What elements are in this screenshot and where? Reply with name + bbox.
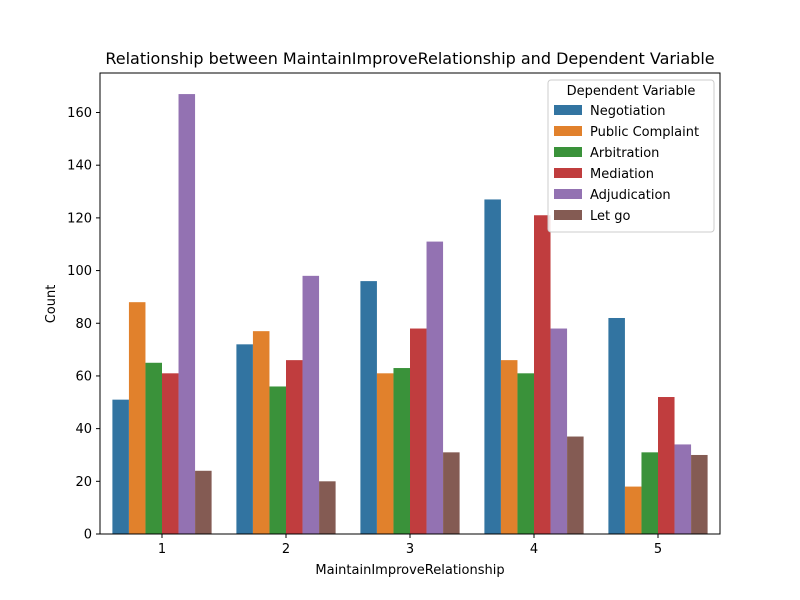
legend-entry: Mediation [590,167,654,182]
x-axis-label: MaintainImproveRelationship [315,563,504,578]
bar [410,328,427,534]
bar [658,397,675,534]
bar [443,452,460,534]
bar [162,373,179,534]
y-tick-label: 140 [67,159,92,174]
x-tick-label: 1 [158,542,166,557]
legend-entry: Negotiation [590,104,666,119]
chart-title: Relationship between MaintainImproveRela… [105,49,714,68]
legend-entry: Arbitration [590,146,659,161]
legend-entry: Public Complaint [590,125,699,140]
bar [674,444,692,534]
bar [302,275,320,534]
bar [624,486,642,534]
bar [360,281,377,534]
series-adjudication [178,94,692,534]
legend-title: Dependent Variable [567,84,696,99]
bar [691,454,708,534]
x-tick-label: 4 [530,542,538,557]
y-tick-label: 120 [67,211,92,226]
legend-swatch [554,168,582,178]
legend-entry: Let go [590,209,630,224]
plot-area: 0 20 40 60 80 100 120 140 160 1 2 3 4 5 [67,72,721,557]
y-tick-label: 160 [67,106,92,121]
legend: Dependent Variable Negotiation Public Comp… [547,79,715,233]
bar [269,386,286,534]
legend-box [547,79,715,233]
bar [517,373,534,534]
legend-entry: Adjudication [590,188,671,203]
legend-swatch [554,105,582,115]
y-tick-label: 40 [75,422,92,437]
bar [286,360,303,534]
x-tick-label: 2 [282,542,290,557]
series-let-go [195,436,708,534]
bar [567,436,584,534]
bar [426,241,444,534]
bar [145,362,162,534]
bar [112,399,129,534]
bar [319,481,336,534]
bar [252,331,270,534]
y-tick-label: 20 [75,475,92,490]
y-tick-label: 0 [84,528,92,543]
y-tick-label: 60 [75,369,92,384]
series-public-complaint [128,302,642,534]
legend-swatch [554,147,582,157]
y-tick-label: 80 [75,317,92,332]
bar [641,452,658,534]
series-mediation [162,215,675,534]
series-negotiation [112,199,625,534]
x-tick-label: 5 [654,542,662,557]
bar [195,470,212,534]
series-arbitration [145,362,658,534]
bar [393,368,410,534]
bar [500,360,518,534]
y-tick-label: 100 [67,264,92,279]
bar [128,302,146,534]
legend-swatch [554,210,582,220]
x-tick-label: 3 [406,542,414,557]
bar [178,94,196,534]
bar [376,373,394,534]
y-axis-label: Count [44,285,59,324]
legend-swatch [554,189,582,199]
bar [484,199,501,534]
bar [534,215,551,534]
bar [550,328,568,534]
bar [608,317,625,534]
bar [236,344,253,534]
legend-swatch [554,126,582,136]
